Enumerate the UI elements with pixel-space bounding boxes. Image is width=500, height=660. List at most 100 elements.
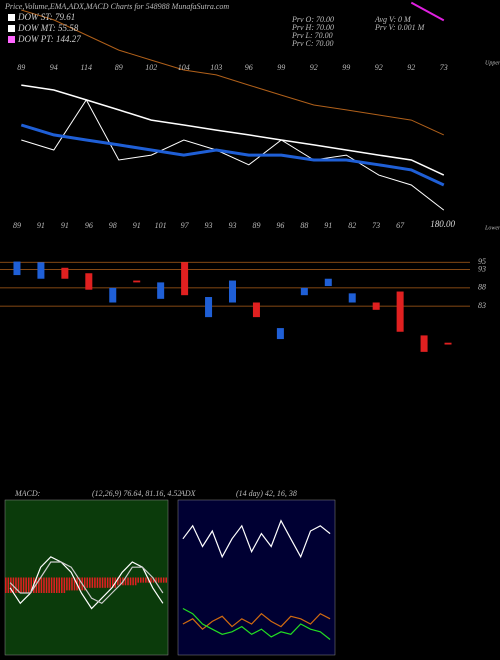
panel-background xyxy=(177,499,336,656)
histogram-bar xyxy=(10,577,12,593)
x-tick-label: 101 xyxy=(155,221,167,230)
x-tick-label: 93 xyxy=(205,221,213,230)
histogram-bar xyxy=(129,577,132,586)
candle-body xyxy=(229,280,236,303)
candle-body xyxy=(205,297,213,318)
x-tick-label: 88 xyxy=(300,221,308,230)
histogram-bar xyxy=(22,577,25,593)
candle-body xyxy=(324,278,332,287)
panel-title: MACD: xyxy=(14,489,41,498)
series-line xyxy=(182,519,331,559)
histogram-bar xyxy=(5,577,7,593)
annotation: Lower xyxy=(484,225,500,231)
histogram-bar xyxy=(71,577,73,591)
histogram-bar xyxy=(101,577,104,588)
legend-label: DOW MT: 55.58 xyxy=(17,23,79,33)
series-line xyxy=(21,84,445,176)
histogram-bar xyxy=(61,577,63,593)
chart-title: Price,Volume,EMA,ADX,MACD Charts for 548… xyxy=(4,2,229,11)
histogram-bar xyxy=(45,577,48,593)
histogram-bar xyxy=(35,577,38,593)
histogram-bar xyxy=(43,577,45,593)
legend-swatch xyxy=(8,14,15,21)
candle-body xyxy=(157,282,165,299)
x-tick-label: 82 xyxy=(348,221,356,230)
histogram-bar xyxy=(73,577,76,591)
series-line xyxy=(21,9,445,136)
series-line xyxy=(182,612,331,631)
candle-body xyxy=(252,302,260,318)
histogram-bar xyxy=(132,577,134,586)
x-tick-label: 91 xyxy=(324,221,332,230)
panel-subtitle: (12,26,9) 76.64, 81.16, 4.52 xyxy=(92,489,181,498)
x-tick-label: 103 xyxy=(210,63,222,72)
candle-body xyxy=(372,302,380,310)
x-tick-label: 91 xyxy=(61,221,69,230)
candle-body xyxy=(181,262,189,296)
histogram-bar xyxy=(155,577,157,583)
candle-body xyxy=(420,335,428,352)
x-tick-label: 73 xyxy=(440,63,448,72)
histogram-bar xyxy=(20,577,22,593)
histogram-bar xyxy=(165,577,167,583)
histogram-bar xyxy=(91,577,94,588)
x-tick-label: 96 xyxy=(276,221,284,230)
histogram-bar xyxy=(66,577,68,591)
histogram-bar xyxy=(7,577,10,593)
histogram-bar xyxy=(68,577,71,591)
info-text: Prv L: 70.00 xyxy=(291,31,333,40)
histogram-bar xyxy=(55,577,58,593)
series-line xyxy=(410,1,445,22)
annotation: Upper xyxy=(485,60,500,66)
histogram-bar xyxy=(111,577,114,588)
histogram-bar xyxy=(142,577,145,583)
candle-body xyxy=(37,262,45,279)
histogram-bar xyxy=(48,577,50,593)
candle-body xyxy=(61,267,69,279)
x-tick-label: 92 xyxy=(375,63,383,72)
histogram-bar xyxy=(150,577,152,583)
histogram-bar xyxy=(119,577,122,586)
x-tick-label: 91 xyxy=(133,221,141,230)
histogram-bar xyxy=(160,577,162,583)
series-line xyxy=(9,561,164,605)
legend-label: DOW ST: 79.61 xyxy=(17,12,75,22)
y-tick-label: 93 xyxy=(478,264,486,273)
histogram-bar xyxy=(124,577,127,586)
x-tick-label: 89 xyxy=(115,63,123,72)
legend-swatch xyxy=(8,25,15,32)
x-tick-label: 89 xyxy=(13,221,21,230)
x-tick-label: 92 xyxy=(407,63,415,72)
histogram-bar xyxy=(38,577,40,593)
histogram-bar xyxy=(106,577,109,588)
x-tick-label: 96 xyxy=(245,63,253,72)
histogram-bar xyxy=(17,577,20,593)
histogram-bar xyxy=(96,577,99,588)
histogram-bar xyxy=(50,577,53,593)
candle-body xyxy=(396,291,404,332)
x-tick-label: 94 xyxy=(50,63,58,72)
x-tick-label: 98 xyxy=(109,221,117,230)
histogram-bar xyxy=(53,577,55,593)
panel-subtitle: (14 day) 42, 16, 38 xyxy=(236,489,297,498)
histogram-bar xyxy=(25,577,27,593)
x-tick-label: 91 xyxy=(37,221,45,230)
histogram-bar xyxy=(162,577,165,583)
series-line xyxy=(20,123,445,187)
candle-body xyxy=(348,293,356,303)
x-tick-label: 97 xyxy=(181,221,190,230)
candle-body xyxy=(300,287,308,296)
x-tick-label: 96 xyxy=(85,221,93,230)
info-text: Prv H: 70.00 xyxy=(291,23,334,32)
x-tick-label: 67 xyxy=(396,221,405,230)
histogram-bar xyxy=(94,577,96,588)
info-text: Prv C: 70.00 xyxy=(291,39,334,48)
candle-body xyxy=(133,280,141,283)
x-tick-label: 89 xyxy=(252,221,260,230)
candle-body xyxy=(444,342,452,345)
series-line xyxy=(182,607,331,640)
histogram-bar xyxy=(78,577,81,591)
y-tick-label: 83 xyxy=(478,301,486,310)
legend-swatch xyxy=(8,36,15,43)
